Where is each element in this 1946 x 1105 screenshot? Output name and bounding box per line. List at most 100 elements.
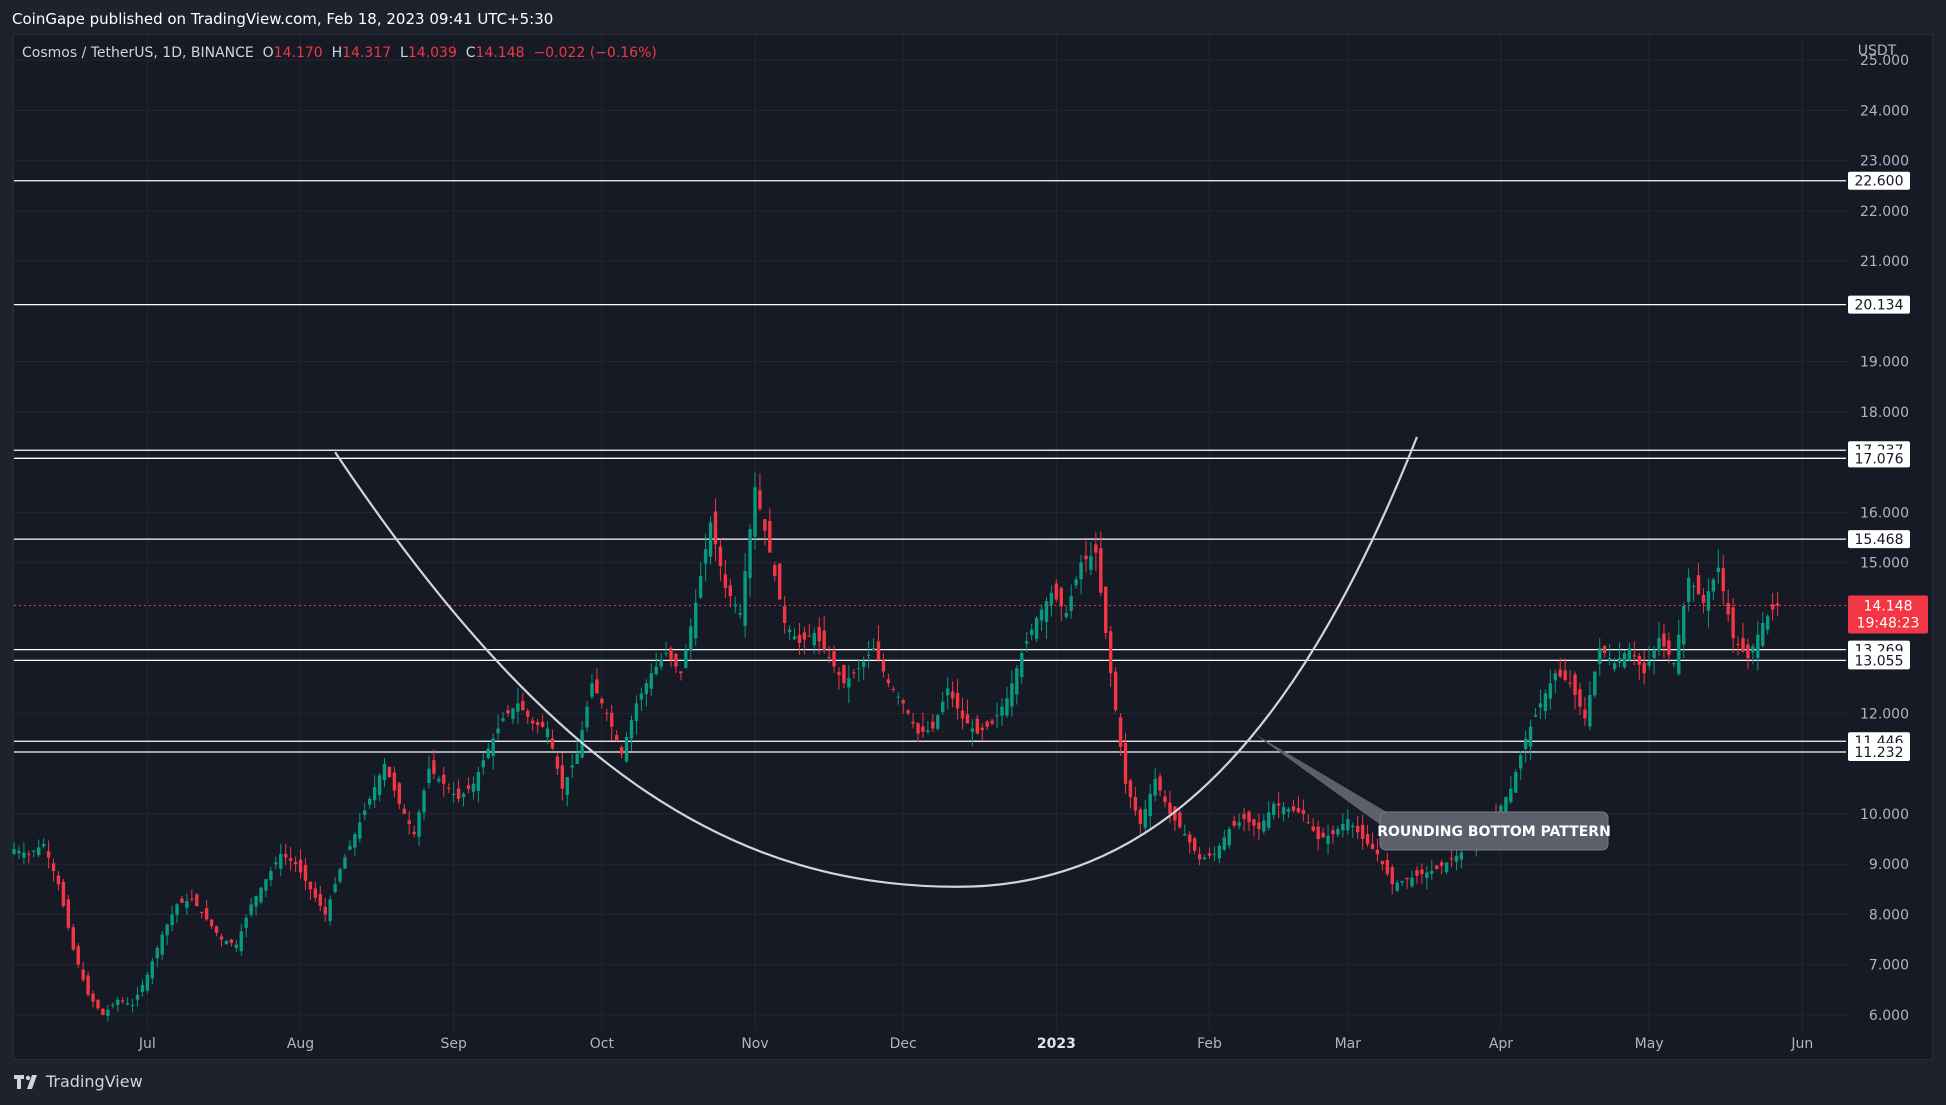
candle-body [145,974,150,991]
candle-body [802,632,807,640]
candle-body [758,490,762,510]
candle-body [1642,662,1646,674]
candle-body [817,626,821,642]
candle-body [990,720,994,724]
candle-body [1242,813,1246,819]
candle-body [837,672,841,675]
candle-body [358,822,362,839]
candle-body [698,576,703,598]
candle-body [1435,865,1439,870]
candle-body [96,999,100,1009]
candle-body [392,772,397,791]
candle-body [1272,803,1276,815]
candle-body [822,630,826,650]
candle-body [1267,812,1271,828]
candle-body [363,810,367,816]
candle-body [1770,604,1775,610]
annotation-box [1379,811,1609,851]
candle-body [348,845,352,850]
candle-body [1247,811,1251,823]
candle-body [634,703,639,721]
candle-body [234,944,238,948]
candle-body [1528,726,1533,747]
candle-body [565,777,569,796]
candle-body [1291,806,1296,811]
candle-body [1227,828,1231,846]
candle-body [447,787,451,789]
candle-body [372,787,377,801]
candle-body [703,549,708,564]
candle-body [871,648,876,651]
candle-body [560,765,565,789]
candle-body [318,894,322,907]
candle-body [12,849,16,854]
candle-body [861,661,866,667]
candle-body [787,629,792,633]
candle-body [71,927,75,950]
candle-body [313,888,318,898]
level-price-tag-label: 17.076 [1855,451,1904,467]
candle-body [629,720,634,739]
candle-body [1118,717,1123,747]
y-tick-label: 7.000 [1869,958,1909,974]
rounding-bottom-curve-layer [334,436,1418,888]
candle-body [1301,809,1306,814]
candle-body [76,946,80,965]
candle-body [160,934,164,955]
candle-body [575,753,579,764]
candle-body [1143,808,1147,828]
candle-body [195,894,199,907]
candle-body [654,666,658,675]
candle-body [397,783,402,804]
candle-body [269,870,273,881]
candle-body [1696,575,1701,595]
candle-body [1069,596,1073,611]
candle-body [901,700,905,704]
candle-body [694,602,698,639]
candle-body [778,563,782,600]
candle-body [1425,872,1429,879]
candle-body [743,571,747,626]
candle-body [1632,655,1637,657]
candle-body [32,850,36,852]
candle-body [1212,854,1217,856]
candle-body [842,664,846,684]
candle-body [140,984,145,992]
legend-low-label: L [400,45,408,61]
candle-body [950,691,955,699]
candle-body [1311,826,1315,831]
candle-body [1662,633,1666,647]
candle-body [1252,819,1256,826]
candle-body [328,899,332,921]
annotation-label: ROUNDING BOTTOM PATTERN [1377,824,1611,840]
candle-body [1454,855,1459,862]
candle-body [1257,822,1261,829]
candle-body [1647,661,1651,666]
candle-body [1153,778,1157,796]
y-tick-label: 10.000 [1860,807,1909,823]
candle-body [773,565,777,577]
candle-body [343,857,347,869]
candle-body [955,692,960,709]
candle-body [1183,834,1187,836]
candle-body [1390,867,1394,885]
candle-body [886,679,891,684]
candle-body [209,919,214,927]
candle-body [1652,649,1656,658]
candle-body [545,728,550,738]
candle-body [382,763,387,781]
candle-body [1400,880,1404,883]
candle-body [1533,715,1538,717]
footer-brand[interactable]: TradingView [14,1072,143,1091]
x-tick-label: Aug [287,1036,314,1052]
chart-frame[interactable] [13,34,1933,1060]
candle-body [1385,859,1390,875]
candle-body [684,649,688,668]
candle-body [150,961,155,979]
candle-body [1523,738,1528,750]
candle-body [165,924,169,936]
candle-body [1207,853,1212,856]
candle-body [1079,562,1083,580]
candle-body [1341,823,1345,831]
